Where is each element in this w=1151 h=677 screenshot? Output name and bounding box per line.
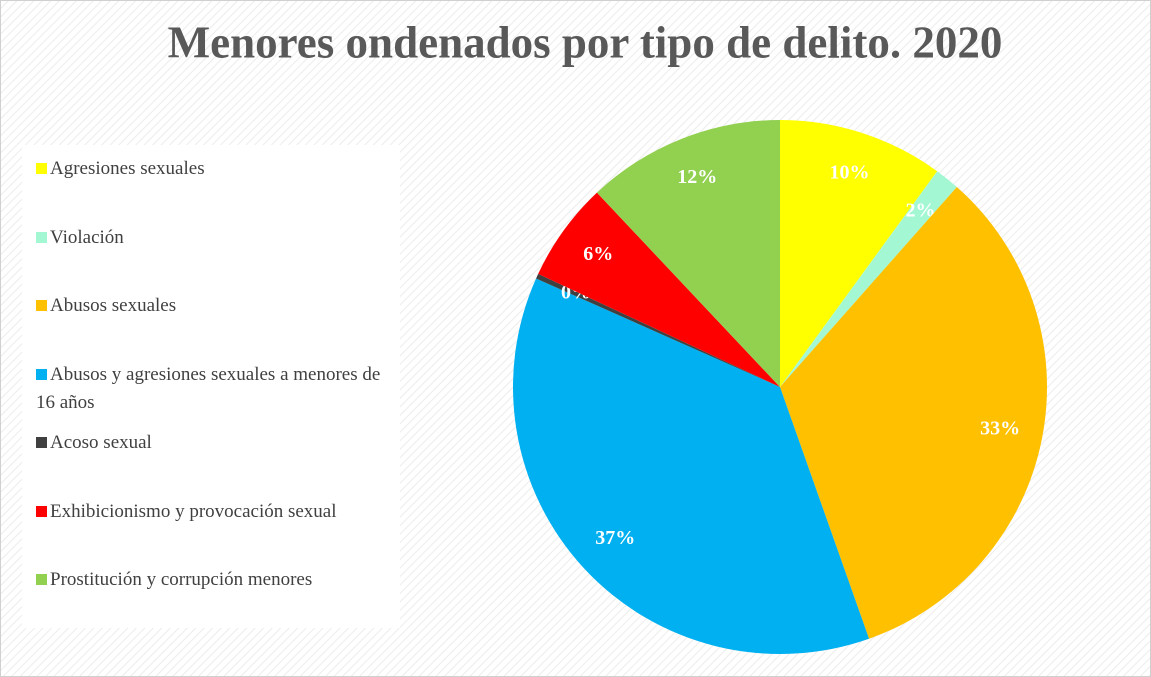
legend-label: Exhibicionismo y provocación sexual (50, 500, 337, 522)
chart-title: Menores ondenados por tipo de delito. 20… (168, 17, 1003, 67)
legend-label: Abusos y agresiones sexuales a menores d… (36, 363, 381, 413)
legend-item: Acoso sexual (36, 429, 396, 457)
legend-swatch (36, 368, 47, 380)
pie-slice (780, 171, 957, 387)
pie-slice (780, 120, 938, 387)
legend-swatch (36, 231, 47, 243)
legend-label: Acoso sexual (50, 432, 152, 453)
legend-label: Prostitución y corrupción menores (50, 569, 313, 590)
legend-item: Exhibicionismo y provocación sexual (36, 498, 396, 526)
pie-slice (536, 273, 780, 387)
legend-label: Abusos sexuales (50, 295, 177, 316)
legend-swatch (36, 437, 47, 448)
legend-item: Violación (36, 224, 396, 252)
data-label: 2% (905, 200, 935, 222)
legend-item: Prostitución y corrupción menores (36, 566, 396, 594)
data-label: 12% (677, 166, 717, 188)
legend-item: Abusos sexuales (36, 292, 396, 320)
pie: 10%2%33%37%0%6%12% (512, 120, 1047, 654)
data-label: 37% (595, 527, 635, 549)
data-label: 33% (980, 417, 1020, 439)
legend-label: Violación (50, 226, 124, 248)
data-label: 10% (829, 161, 869, 183)
legend-swatch (36, 505, 47, 517)
legend-item: Agresiones sexuales (36, 155, 396, 183)
legend-swatch (36, 300, 47, 311)
legend-item: Abusos y agresiones sexuales a menores d… (36, 361, 396, 417)
legend-swatch (36, 574, 47, 585)
pie-slice (538, 192, 780, 387)
pie-slice (596, 120, 780, 387)
legend-swatch (36, 163, 47, 174)
legend-label: Agresiones sexuales (50, 158, 205, 179)
pie-slice (780, 186, 1047, 639)
legend: Agresiones sexuales Violación Abusos sexua… (22, 145, 400, 628)
data-label: 6% (583, 243, 613, 265)
pie-slice (512, 278, 870, 654)
